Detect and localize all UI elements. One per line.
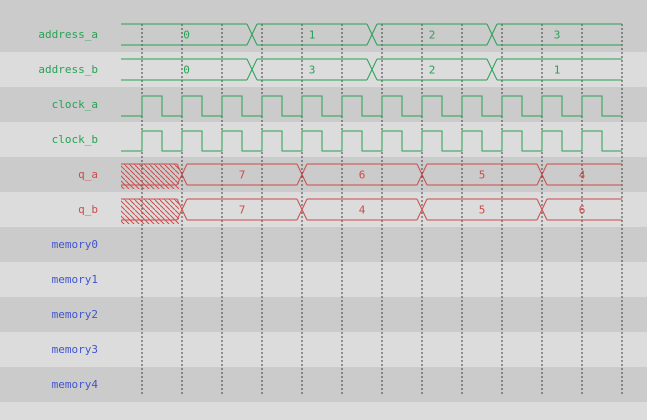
svg-text:5: 5	[479, 204, 486, 217]
signal-label-memory0[interactable]: memory0	[51, 238, 98, 251]
svg-text:2: 2	[429, 29, 436, 42]
svg-text:4: 4	[579, 169, 586, 182]
svg-text:6: 6	[359, 169, 366, 182]
svg-text:1: 1	[554, 64, 561, 77]
svg-text:3: 3	[554, 29, 561, 42]
signal-label-q_b[interactable]: q_b	[78, 203, 98, 216]
row-stripe	[0, 52, 647, 87]
signal-label-clock_a[interactable]: clock_a	[51, 98, 98, 111]
row-stripe	[0, 332, 647, 367]
signal-label-address_a[interactable]: address_a	[38, 28, 98, 41]
svg-text:0: 0	[183, 29, 190, 42]
svg-text:0: 0	[183, 64, 190, 77]
svg-text:5: 5	[479, 169, 486, 182]
row-stripe	[0, 192, 647, 227]
svg-text:7: 7	[239, 204, 246, 217]
svg-text:4: 4	[359, 204, 366, 217]
svg-text:1: 1	[309, 29, 316, 42]
signal-label-memory2[interactable]: memory2	[51, 308, 98, 321]
signal-label-memory3[interactable]: memory3	[51, 343, 98, 356]
svg-text:2: 2	[429, 64, 436, 77]
signal-label-q_a[interactable]: q_a	[78, 168, 98, 181]
svg-text:7: 7	[239, 169, 246, 182]
svg-text:6: 6	[579, 204, 586, 217]
row-stripe	[0, 262, 647, 297]
svg-text:3: 3	[309, 64, 316, 77]
signal-label-address_b[interactable]: address_b	[38, 63, 98, 76]
signal-label-clock_b[interactable]: clock_b	[51, 133, 98, 146]
signal-label-memory4[interactable]: memory4	[51, 378, 98, 391]
signal-name-column: address_a address_b clock_a clock_b q_a …	[0, 0, 98, 420]
row-stripe	[0, 402, 647, 420]
signal-label-memory1[interactable]: memory1	[51, 273, 98, 286]
